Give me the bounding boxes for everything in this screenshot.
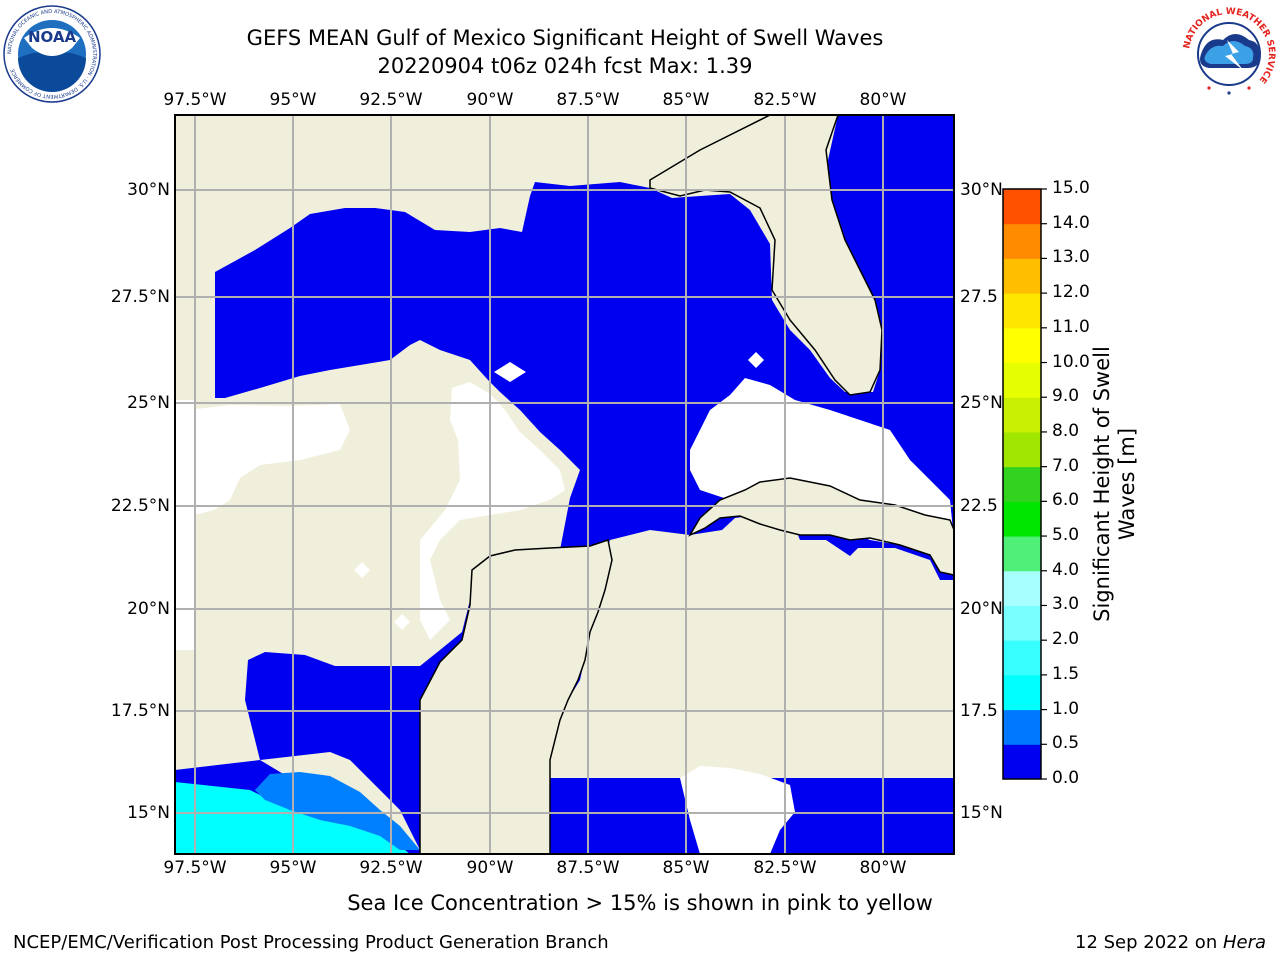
colorbar-tick-label: 7.0 [1052,455,1080,476]
colorbar-segment [1003,258,1041,294]
graticule [175,115,954,854]
svg-text:NOAA: NOAA [28,28,77,46]
lat-label-left: 30°N [127,180,170,200]
lon-label-bottom: 80°W [859,858,907,878]
nodata-south-east [680,766,795,854]
map-title: GEFS MEAN Gulf of Mexico Significant Hei… [246,26,884,50]
lat-label-right: 25°N [960,393,1003,413]
colorbar-tick-label: 8.0 [1052,420,1080,441]
host-name: Hera [1222,932,1266,953]
lon-label-top: 95°W [269,90,317,110]
colorbar-tick-label: 1.5 [1052,663,1080,684]
colorbar-segment [1003,536,1041,572]
lon-label-top: 85°W [662,90,710,110]
nodata-west-strip [175,400,195,650]
lon-label-top: 80°W [859,90,907,110]
colorbar-tick-label: 2.0 [1052,629,1080,650]
colorbar-tick-label: 1.0 [1052,698,1080,719]
lat-label-left: 25°N [127,393,170,413]
lat-label-left: 22.5°N [110,496,170,516]
lat-label-right: 27.5 [960,287,998,307]
cuba-land [688,477,954,576]
colorbar-segment [1003,293,1041,329]
map-frame [174,114,955,855]
nodata-central [420,382,565,640]
run-date: 12 Sep 2022 on Hera [1075,932,1266,953]
colorbar [1002,188,1047,780]
lon-label-top: 92.5°W [359,90,423,110]
colorbar-tick-label: 9.0 [1052,386,1080,407]
colorbar-segment [1003,674,1041,711]
colorbar-tick-label: 5.0 [1052,525,1080,546]
colorbar-segment [1003,362,1041,398]
colorbar-segment [1003,570,1041,606]
lon-label-top: 90°W [466,90,514,110]
lon-label-bottom: 90°W [466,858,514,878]
lat-label-left: 20°N [127,599,170,619]
colorbar-tick-label: 4.0 [1052,559,1080,580]
colorbar-segment [1003,466,1041,502]
colorbar-segment [1003,431,1041,468]
lat-label-right: 20°N [960,599,1003,619]
colorbar-tick-label: 12.0 [1052,282,1090,303]
lon-label-bottom: 92.5°W [359,858,423,878]
colorbar-tick-label: 15.0 [1052,178,1090,198]
colorbar-tick-label: 14.0 [1052,212,1090,233]
colorbar-tick-label: 0.5 [1052,733,1080,754]
nodata-west [188,404,350,515]
lon-label-top: 82.5°W [753,90,817,110]
nodata-speck-1 [354,562,370,578]
lat-label-right: 22.5 [960,496,998,516]
colorbar-segment [1003,397,1041,433]
colorbar-tick-label: 13.0 [1052,247,1090,268]
gulf-ocean [175,115,954,854]
colorbar-segment [1003,605,1041,641]
map-subtitle: 20220904 t06z 024h fcst Max: 1.39 [377,54,753,78]
lat-label-left: 27.5°N [110,287,170,307]
colorbar-tick-label: 0.0 [1052,768,1080,788]
lat-label-right: 17.5 [960,701,998,721]
run-date-text: 12 Sep 2022 on [1075,932,1223,953]
colorbar-segment [1003,501,1041,537]
lon-label-bottom: 82.5°W [753,858,817,878]
lon-label-top: 97.5°W [163,90,227,110]
colorbar-segment [1003,189,1041,225]
nws-logo: NATIONAL WEATHER SERVICE [1181,6,1277,102]
colorbar-tick-label: 3.0 [1052,594,1080,615]
colorbar-label: Significant Height of Swell Waves [m] [1090,346,1139,622]
lat-label-left: 17.5°N [110,701,170,721]
lat-label-right: 30°N [960,180,1003,200]
colorbar-tick-label: 6.0 [1052,490,1080,511]
sea-ice-caption: Sea Ice Concentration > 15% is shown in … [347,891,933,915]
lon-label-bottom: 85°W [662,858,710,878]
nodata-speck-4 [494,362,526,382]
pacific-swell-med [255,772,420,850]
lon-label-bottom: 87.5°W [556,858,620,878]
lat-label-right: 15°N [960,803,1003,823]
colorbar-segment [1003,709,1041,745]
colorbar-segment [1003,327,1041,364]
noaa-logo: NATIONAL OCEANIC AND ATMOSPHERIC ADMINIS… [3,5,101,103]
colorbar-tick-label: 10.0 [1052,351,1090,372]
colorbar-tick-label: 11.0 [1052,316,1090,337]
nodata-speck-3 [748,352,764,368]
lon-label-bottom: 95°W [269,858,317,878]
yucatan-land [419,539,613,854]
lat-label-left: 15°N [127,803,170,823]
lon-label-bottom: 97.5°W [163,858,227,878]
colorbar-segment [1003,640,1041,676]
colorbar-segment [1003,744,1041,780]
florida-land [649,115,883,396]
colorbar-segment [1003,223,1041,259]
nodata-speck-2 [394,614,410,630]
lon-label-top: 87.5°W [556,90,620,110]
credit-text: NCEP/EMC/Verification Post Processing Pr… [13,932,609,953]
